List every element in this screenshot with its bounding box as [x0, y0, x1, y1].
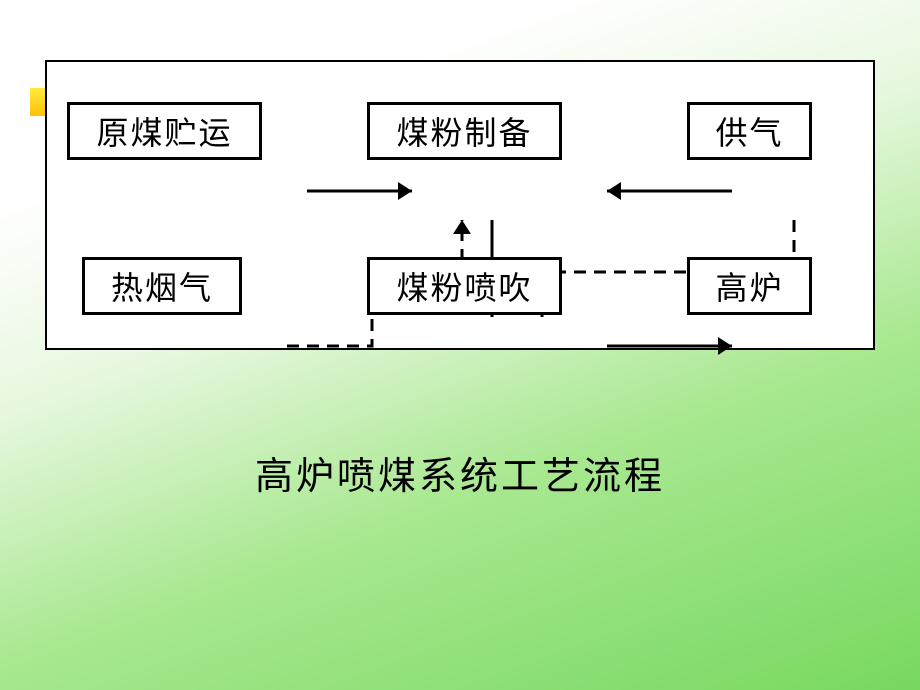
- diagram-caption: 高炉喷煤系统工艺流程: [0, 445, 920, 500]
- node-prep: 煤粉制备: [367, 102, 562, 160]
- node-bf: 高炉: [687, 257, 812, 315]
- node-raw: 原煤贮运: [67, 102, 262, 160]
- node-gas: 供气: [687, 102, 812, 160]
- diagram-frame: 原煤贮运 煤粉制备 供气热烟气 煤粉喷吹 高炉: [45, 60, 875, 350]
- node-hot: 热烟气: [82, 257, 242, 315]
- node-inject: 煤粉喷吹: [367, 257, 562, 315]
